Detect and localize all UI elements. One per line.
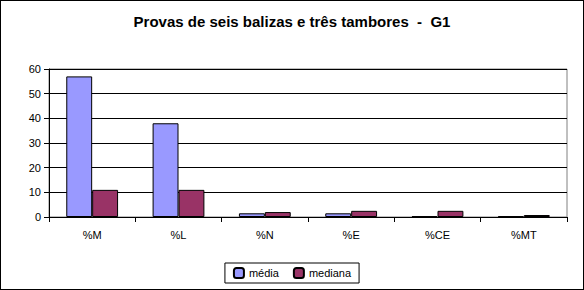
svg-text:20: 20 [29, 162, 41, 174]
svg-text:60: 60 [29, 63, 41, 75]
svg-text:%E: %E [343, 229, 360, 241]
svg-text:0: 0 [35, 211, 41, 223]
svg-text:%MT: %MT [511, 229, 537, 241]
svg-text:40: 40 [29, 112, 41, 124]
svg-text:%CE: %CE [425, 229, 450, 241]
svg-text:50: 50 [29, 88, 41, 100]
svg-text:mediana: mediana [309, 267, 352, 279]
svg-text:%M: %M [83, 229, 102, 241]
svg-text:30: 30 [29, 137, 41, 149]
svg-text:média: média [249, 267, 280, 279]
svg-text:%N: %N [256, 229, 274, 241]
svg-text:Provas de seis balizas e três: Provas de seis balizas e três tambores -… [134, 13, 451, 30]
svg-text:%L: %L [171, 229, 187, 241]
svg-text:10: 10 [29, 186, 41, 198]
